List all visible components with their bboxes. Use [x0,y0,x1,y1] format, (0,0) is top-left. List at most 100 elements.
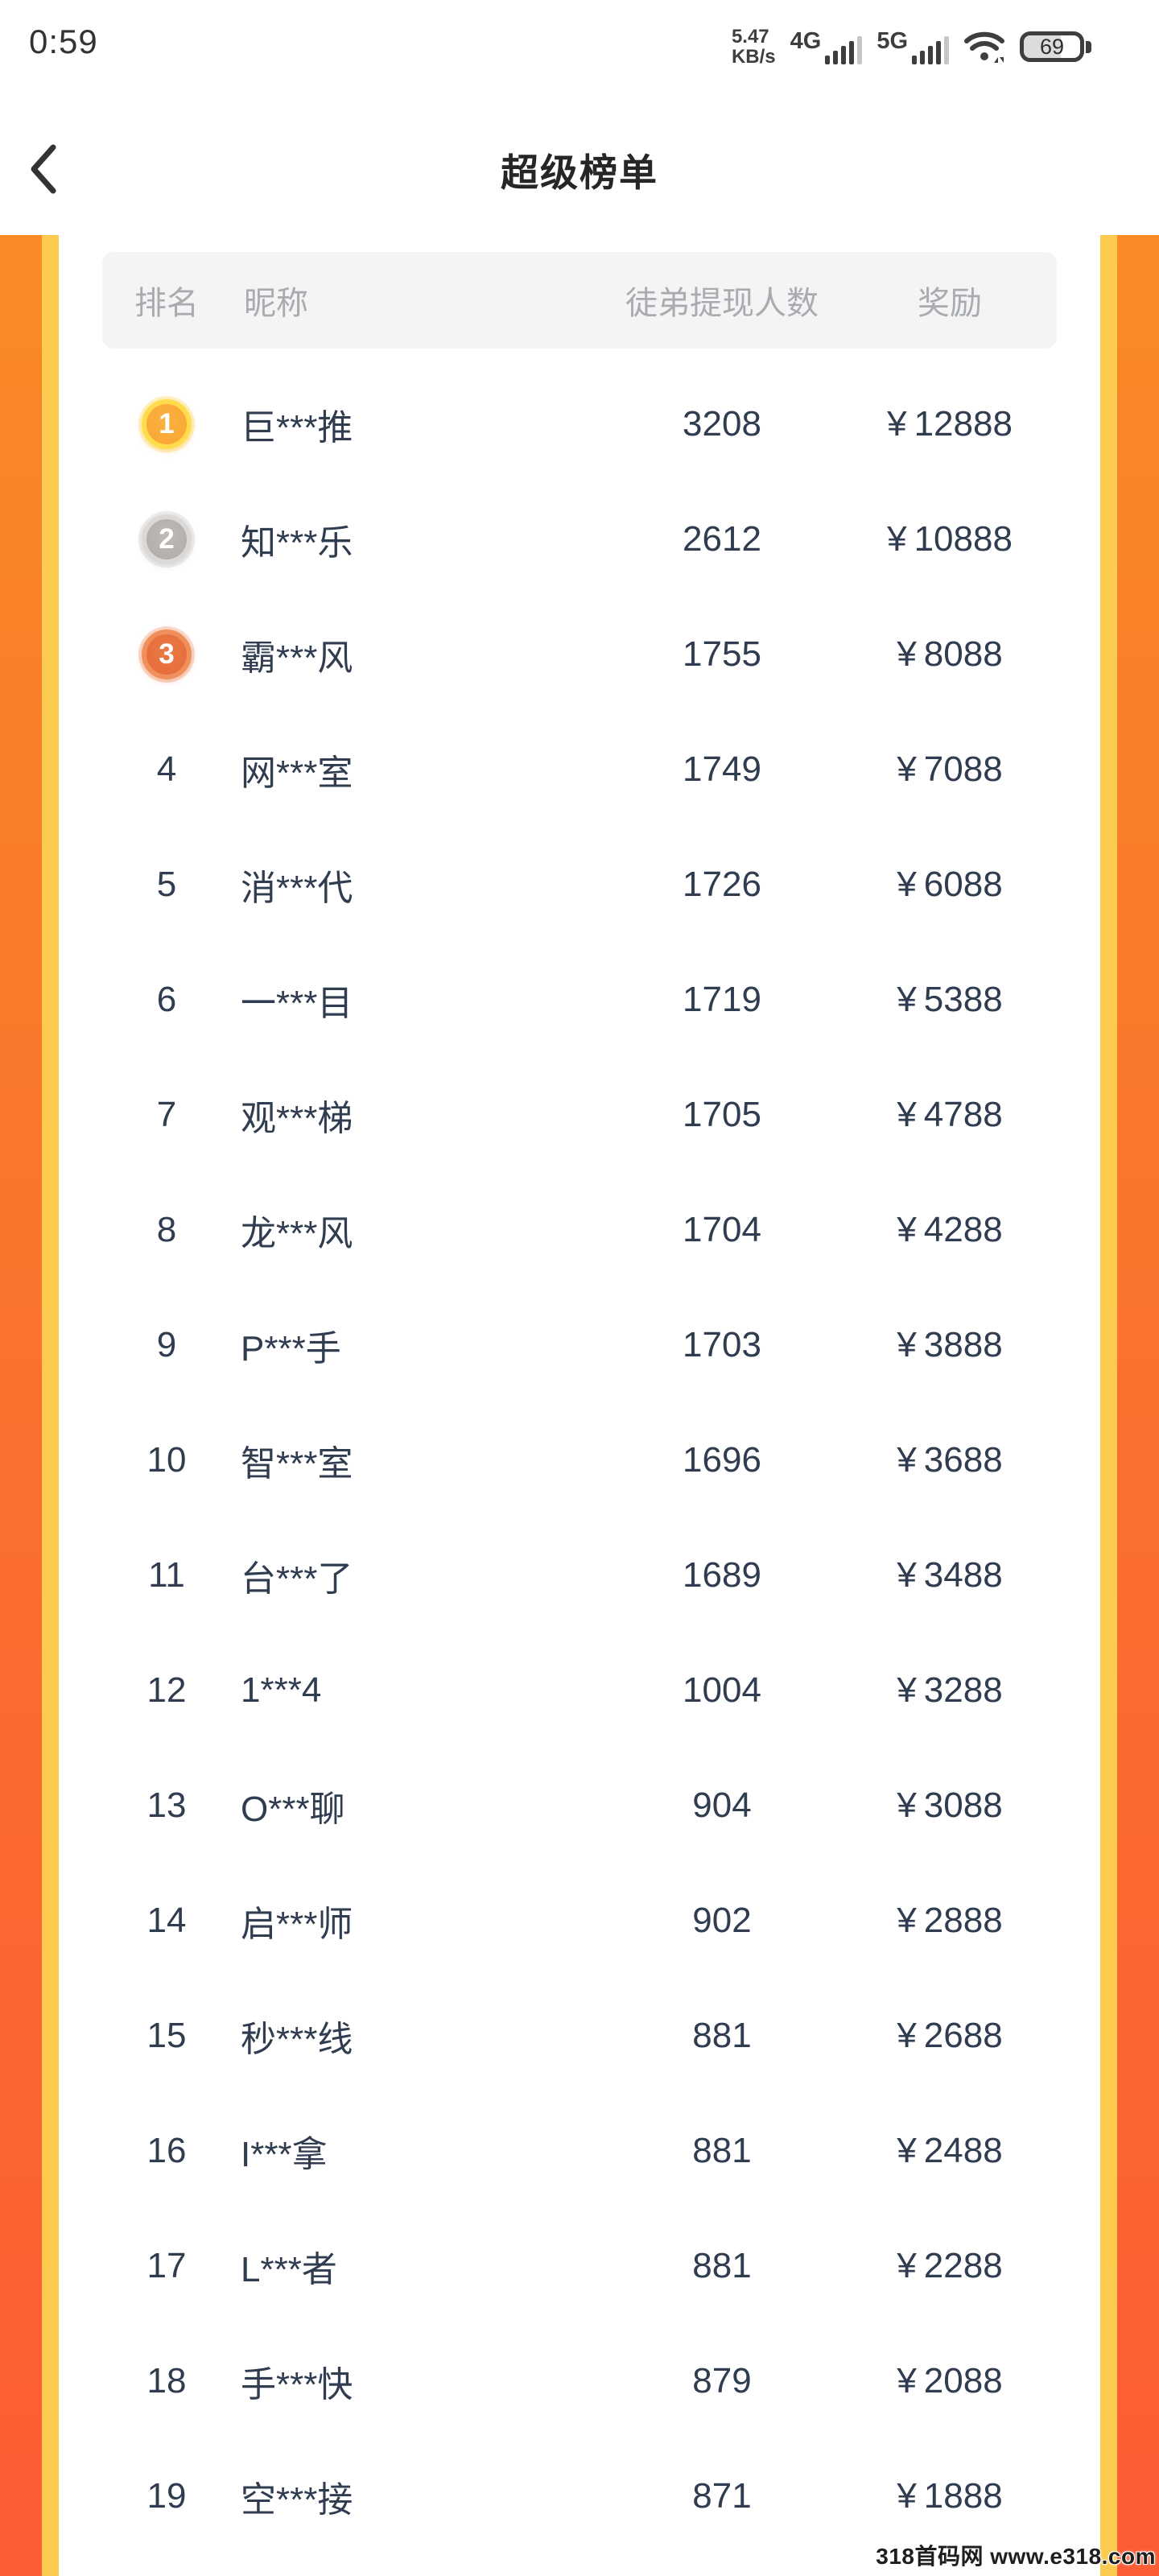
reward-amount: 12888 [914,403,1013,444]
rank-number: 19 [146,2475,187,2516]
reward-amount: 2888 [923,1900,1003,1940]
yen-sign: ¥ [897,864,917,904]
nickname-cell: 一***目 [241,983,353,1023]
rank-cell: 16 [102,2131,231,2171]
reward-amount: 7088 [923,749,1003,789]
nickname-cell: 空***接 [241,2479,353,2520]
network-speed: 5.47 KB/s [732,27,776,67]
rank-cell: 5 [102,865,231,905]
rank-number: 2 [159,523,175,555]
rank-number: 18 [146,2360,187,2401]
reward-cell: ¥3688 [843,1440,1057,1480]
withdraw-count-cell: 1696 [683,1439,761,1480]
rank-number: 4 [156,749,177,789]
network-speed-value: 5.47 [731,26,769,47]
signal-bars-icon [825,29,863,64]
nickname-cell: 观***梯 [241,1098,353,1138]
table-row: 1 巨***推 3208 ¥12888 [102,366,1057,481]
rank-cell: 12 [102,1670,231,1711]
reward-amount: 8088 [923,634,1003,674]
table-row: 12 1***4 1004 ¥3288 [102,1633,1057,1748]
leaderboard-panel: 排名 昵称 徒弟提现人数 奖励 1 巨***推 3208 ¥12888 2 知***乐 26… [59,235,1100,2576]
rank-number: 7 [156,1094,177,1134]
yen-sign: ¥ [897,1324,917,1364]
yen-sign: ¥ [897,1209,917,1249]
nickname-cell: 1***4 [241,1670,322,1710]
withdraw-count-cell: 879 [692,2360,752,2401]
battery-nub [1086,40,1091,53]
sim2-network-type: 5G [876,28,908,54]
reward-cell: ¥12888 [843,404,1057,444]
reward-cell: ¥7088 [843,749,1057,790]
rank-number: 17 [146,2245,187,2285]
status-bar: 0:59 5.47 KB/s 4G 5G 69 [0,0,1159,80]
reward-amount: 5388 [923,979,1003,1019]
network-speed-unit: KB/s [731,46,776,68]
table-header-row: 排名 昵称 徒弟提现人数 奖励 [102,252,1057,349]
right-yellow-border [1100,235,1117,2576]
battery-percent: 69 [1039,34,1065,59]
table-row: 17 L***者 881 ¥2288 [102,2208,1057,2323]
signal-bars-icon [912,29,949,64]
rank-cell: 7 [102,1095,231,1135]
yen-sign: ¥ [897,1439,917,1480]
reward-cell: ¥4288 [843,1210,1057,1250]
rank-number: 1 [159,408,175,440]
reward-cell: ¥1888 [843,2476,1057,2516]
withdraw-count-cell: 1749 [683,749,761,789]
header-nickname: 昵称 [244,286,308,321]
yen-sign: ¥ [897,2130,917,2170]
reward-cell: ¥2888 [843,1901,1057,1941]
nickname-cell: 启***师 [241,1904,353,1944]
rank-cell: 18 [102,2361,231,2401]
reward-amount: 1888 [923,2475,1003,2516]
left-yellow-border [42,235,59,2576]
right-orange-border [1117,235,1159,2576]
nickname-cell: 智***室 [241,1443,353,1484]
yen-sign: ¥ [887,403,907,444]
yen-sign: ¥ [897,1900,917,1940]
nickname-cell: 网***室 [241,753,353,793]
withdraw-count-cell: 1726 [683,864,761,904]
gold-medal-icon: 1 [142,398,192,449]
yen-sign: ¥ [897,2015,917,2055]
header-reward: 奖励 [918,286,982,321]
rank-number: 14 [146,1900,187,1940]
reward-amount: 2488 [923,2130,1003,2170]
yen-sign: ¥ [897,2360,917,2401]
withdraw-count-cell: 3208 [683,403,761,444]
reward-amount: 2088 [923,2360,1003,2401]
bronze-medal-icon: 3 [142,629,192,679]
reward-cell: ¥2488 [843,2131,1057,2171]
table-row: 6 一***目 1719 ¥5388 [102,942,1057,1057]
nickname-cell: 手***快 [241,2364,353,2405]
rank-number: 10 [146,1439,187,1480]
nickname-cell: 秒***线 [241,2019,353,2059]
rank-number: 12 [146,1670,187,1710]
reward-cell: ¥2288 [843,2246,1057,2286]
rank-number: 9 [156,1324,177,1364]
reward-amount: 10888 [914,518,1013,559]
withdraw-count-cell: 1703 [683,1324,761,1364]
reward-cell: ¥4788 [843,1095,1057,1135]
table-row: 9 P***手 1703 ¥3888 [102,1287,1057,1402]
withdraw-count-cell: 871 [692,2475,752,2516]
rank-cell: 13 [102,1785,231,1826]
nickname-cell: 台***了 [241,1558,353,1599]
table-row: 10 智***室 1696 ¥3688 [102,1402,1057,1517]
battery-icon: 69 [1020,31,1091,62]
withdraw-count-cell: 904 [692,1785,752,1825]
silver-medal-icon: 2 [142,514,192,564]
reward-cell: ¥3088 [843,1785,1057,1826]
reward-amount: 3888 [923,1324,1003,1364]
withdraw-count-cell: 881 [692,2015,752,2055]
table-row: 11 台***了 1689 ¥3488 [102,1517,1057,1633]
table-row: 2 知***乐 2612 ¥10888 [102,481,1057,597]
rank-cell: 6 [102,980,231,1020]
table-row: 18 手***快 879 ¥2088 [102,2323,1057,2438]
header-rank: 排名 [134,286,199,321]
nickname-cell: I***拿 [241,2134,328,2174]
back-button[interactable] [27,140,72,198]
reward-amount: 2288 [923,2245,1003,2285]
nickname-cell: L***者 [241,2249,337,2289]
